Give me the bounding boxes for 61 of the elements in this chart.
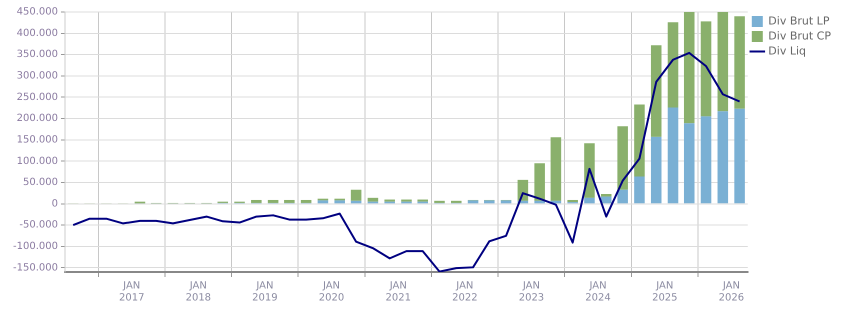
bar [368,198,378,202]
x-tick-label: JAN 2026 [718,280,744,304]
y-tick-label: 100.000 [16,156,58,167]
y-tick-label: 350.000 [16,49,58,60]
bar [634,176,645,204]
bar [617,126,628,190]
bar [600,196,612,204]
y-tick-label: -150.000 [12,262,58,274]
y-tick-label: 300.000 [16,70,58,82]
y-tick-label: 450.000 [16,6,58,18]
bar [251,200,262,203]
bar [700,21,712,116]
y-tick-label: 150.000 [16,134,58,146]
legend-label: Div Brut LP [768,14,830,28]
x-tick-label: JAN 2023 [518,280,544,304]
y-tick-label: -50.000 [19,220,58,231]
y-tick-label: 200.000 [16,113,58,124]
x-tick-label: JAN 2018 [186,280,212,304]
x-tick-label: JAN 2019 [252,280,278,304]
bar [468,200,478,204]
bar [718,111,728,204]
bar [567,200,578,202]
bar [484,200,495,204]
x-tick-label: JAN 2020 [318,280,344,304]
legend-label: Div Brut CP [768,29,832,42]
bar [500,200,512,204]
y-tick-label: 250.000 [16,92,58,103]
bar [550,137,562,201]
bar [650,45,662,137]
y-tick-label: 0 [52,198,58,210]
bar [318,200,328,204]
x-tick-label: JAN 2022 [452,280,478,304]
bar [668,22,678,108]
bar [650,136,662,204]
bar [617,190,628,204]
bar [684,12,695,124]
bar [700,116,712,204]
bar [268,200,278,203]
bar [718,12,728,112]
bar [734,108,745,204]
bar [668,107,678,204]
x-tick-label: JAN 2021 [386,280,411,304]
bar [284,200,295,203]
x-tick-label: JAN 2024 [585,280,611,304]
bar [350,190,362,201]
bar [734,16,745,109]
bar [534,163,545,201]
y-tick-label: -100.000 [12,241,58,252]
y-tick-label: 50.000 [22,177,58,188]
x-tick-label: JAN 2017 [119,280,144,304]
x-tick-label: JAN 2025 [652,280,678,304]
bar [584,198,595,204]
legend-label: Div Liq [768,44,806,58]
bar [534,200,545,204]
y-tick-label: 400.000 [16,28,58,39]
bar [350,200,362,204]
bar [684,123,695,204]
bar [634,104,645,177]
bar [300,200,312,203]
bar [600,194,612,197]
bar [334,200,345,204]
